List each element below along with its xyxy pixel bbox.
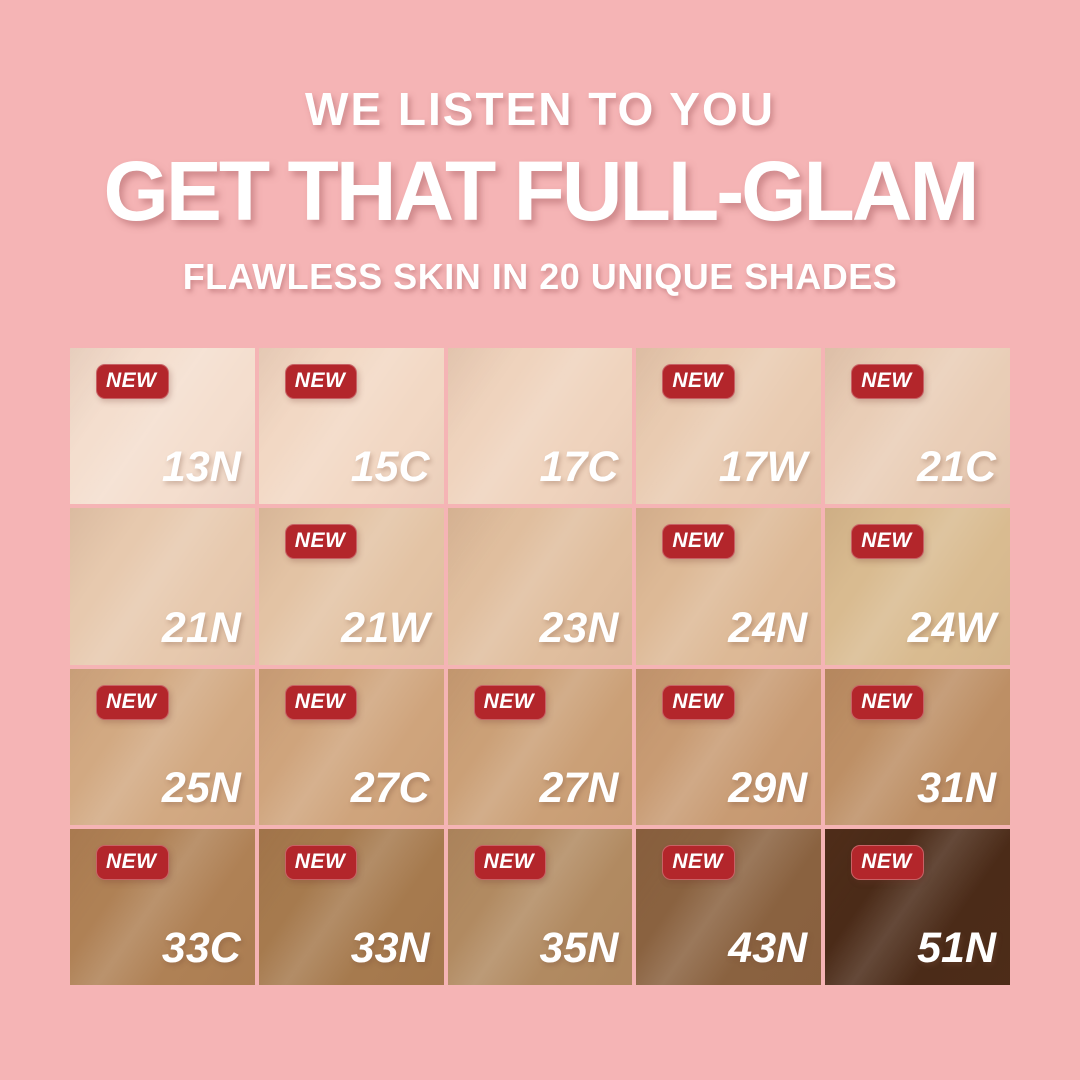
shade-code-label: 33C bbox=[161, 924, 241, 972]
shade-swatch: NEW 21W bbox=[258, 508, 444, 665]
new-badge: NEW bbox=[284, 844, 358, 880]
shade-swatch: NEW 24N bbox=[636, 508, 822, 665]
shade-swatch: NEW 25N bbox=[70, 668, 255, 825]
shade-grid: NEW 13N NEW 15C 17C NEW 17W NEW 21C 21N … bbox=[70, 348, 1010, 985]
shade-code-label: 24W bbox=[907, 603, 996, 652]
shade-swatch: NEW 43N bbox=[636, 828, 822, 985]
new-badge: NEW bbox=[662, 844, 735, 880]
shade-swatch: NEW 35N bbox=[447, 828, 633, 985]
shade-swatch: NEW 15C bbox=[258, 348, 444, 505]
shade-code-label: 24N bbox=[728, 603, 808, 652]
shade-code-label: 33N bbox=[350, 924, 430, 972]
new-badge: NEW bbox=[662, 524, 735, 560]
headline-main: GET THAT FULL-GLAM bbox=[103, 143, 980, 238]
shade-swatch: NEW 33C bbox=[70, 828, 255, 985]
shade-code-label: 17W bbox=[718, 443, 808, 492]
shade-code-label: 25N bbox=[161, 763, 241, 812]
new-badge: NEW bbox=[851, 844, 924, 880]
shade-swatch: NEW 21C bbox=[825, 348, 1010, 505]
new-badge: NEW bbox=[96, 684, 169, 720]
headline-sub: WE LISTEN TO YOU bbox=[305, 83, 775, 135]
new-badge: NEW bbox=[473, 684, 547, 720]
shade-swatch: NEW 24W bbox=[825, 508, 1010, 665]
new-badge: NEW bbox=[284, 684, 358, 720]
shade-swatch: NEW 29N bbox=[636, 668, 822, 825]
shade-swatch: 23N bbox=[447, 508, 633, 665]
shade-swatch: NEW 13N bbox=[70, 348, 255, 505]
shade-swatch: NEW 31N bbox=[825, 668, 1010, 825]
shade-code-label: 27N bbox=[539, 763, 619, 812]
new-badge: NEW bbox=[284, 524, 358, 560]
shade-code-label: 13N bbox=[161, 443, 241, 492]
shade-swatch: NEW 27C bbox=[258, 668, 444, 825]
shade-code-label: 29N bbox=[728, 763, 808, 812]
shade-code-label: 27C bbox=[350, 763, 430, 812]
shade-code-label: 35N bbox=[539, 924, 619, 972]
new-badge: NEW bbox=[473, 844, 547, 880]
shade-code-label: 21N bbox=[161, 603, 241, 652]
new-badge: NEW bbox=[96, 844, 169, 880]
shade-code-label: 21C bbox=[917, 443, 996, 492]
shade-swatch: NEW 51N bbox=[825, 828, 1010, 985]
new-badge: NEW bbox=[284, 364, 358, 399]
new-badge: NEW bbox=[662, 684, 735, 720]
shade-code-label: 21W bbox=[341, 603, 430, 652]
new-badge: NEW bbox=[851, 524, 924, 560]
shade-code-label: 43N bbox=[728, 924, 808, 972]
new-badge: NEW bbox=[96, 364, 169, 399]
shade-code-label: 15C bbox=[350, 443, 430, 492]
shade-code-label: 51N bbox=[917, 924, 996, 972]
shade-swatch: 17C bbox=[447, 348, 633, 505]
shade-code-label: 17C bbox=[539, 443, 619, 492]
shade-swatch: 21N bbox=[70, 508, 255, 665]
shade-code-label: 31N bbox=[917, 763, 996, 812]
headline-tagline: FLAWLESS SKIN IN 20 UNIQUE SHADES bbox=[182, 255, 898, 297]
shade-code-label: 23N bbox=[539, 603, 619, 652]
new-badge: NEW bbox=[851, 364, 924, 399]
shade-swatch: NEW 17W bbox=[636, 348, 822, 505]
new-badge: NEW bbox=[662, 364, 735, 399]
shade-swatch: NEW 33N bbox=[258, 828, 444, 985]
headline-block: WE LISTEN TO YOU GET THAT FULL-GLAM FLAW… bbox=[0, 0, 1080, 296]
shade-swatch: NEW 27N bbox=[447, 668, 633, 825]
new-badge: NEW bbox=[851, 684, 924, 720]
